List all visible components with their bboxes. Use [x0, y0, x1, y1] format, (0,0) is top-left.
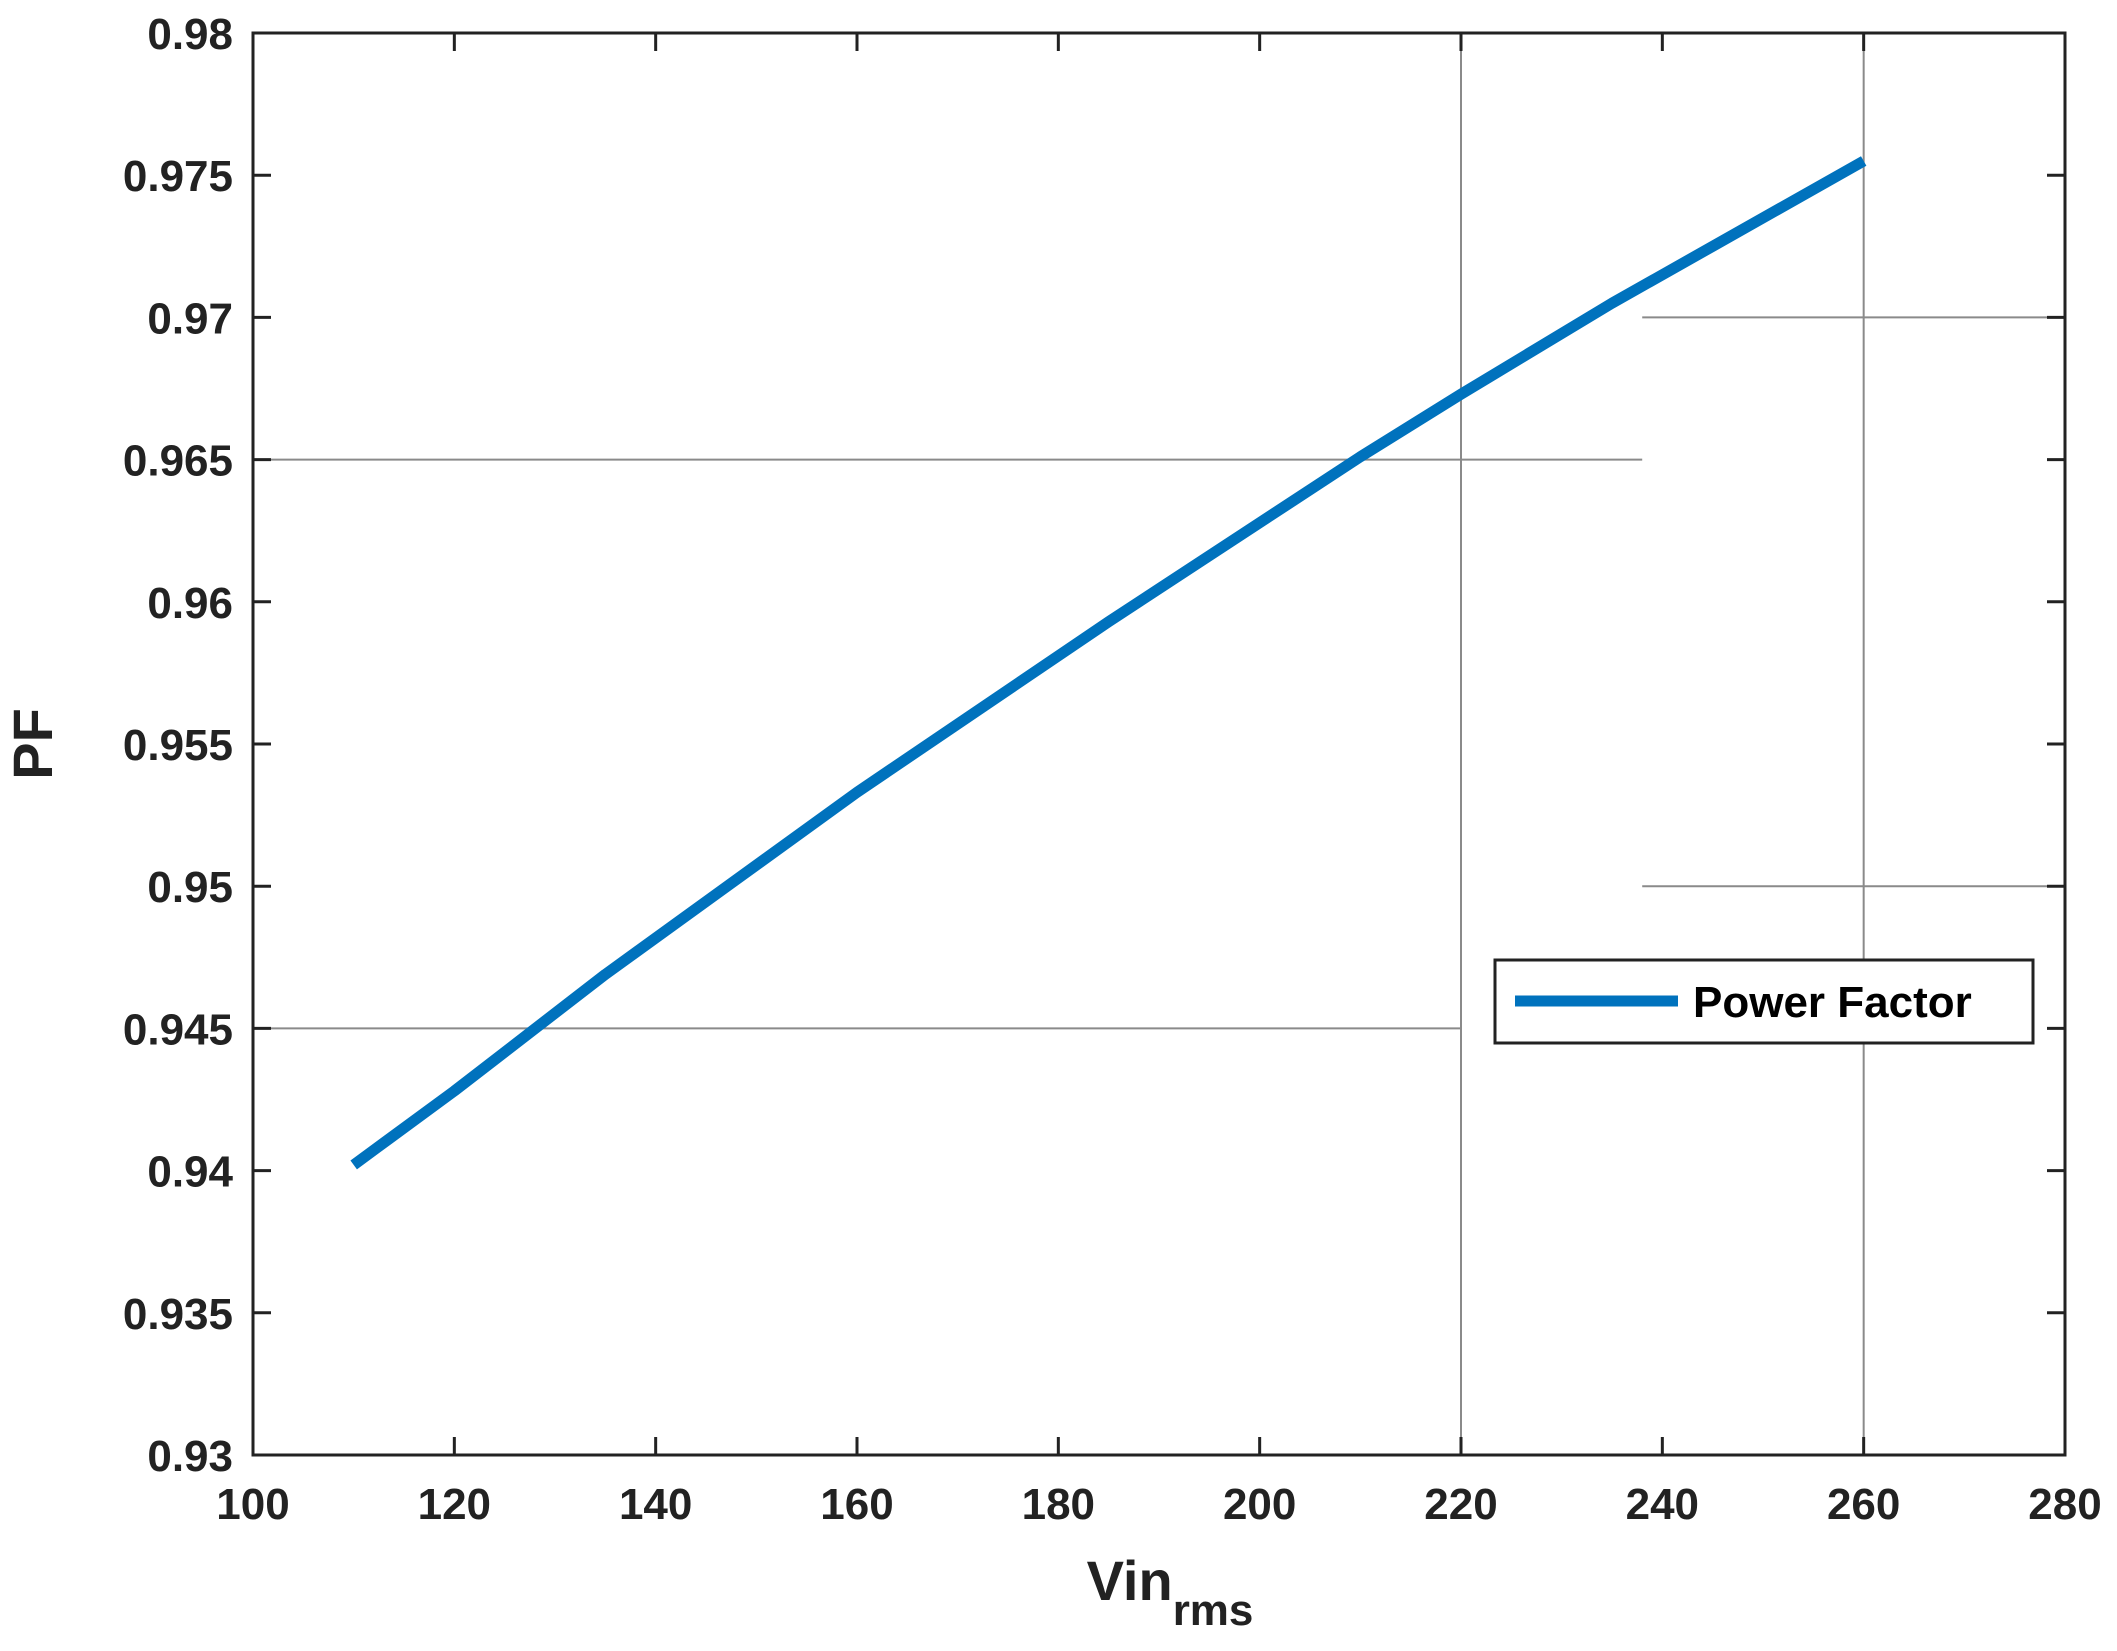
- y-tick-label: 0.945: [123, 1005, 233, 1054]
- x-axis-label-subscript: rms: [1173, 1586, 1254, 1635]
- x-tick-label: 260: [1827, 1480, 1900, 1529]
- axis-ticks: [251, 31, 2067, 1457]
- legend-label: Power Factor: [1693, 978, 1972, 1027]
- y-tick-label: 0.93: [147, 1432, 233, 1481]
- x-tick-label: 140: [619, 1480, 692, 1529]
- y-axis-label: PF: [1, 708, 64, 780]
- y-tick-label: 0.96: [147, 579, 233, 628]
- x-tick-label: 200: [1223, 1480, 1296, 1529]
- y-tick-label: 0.97: [147, 294, 233, 343]
- x-axis-label-main: Vin: [1087, 1549, 1173, 1612]
- series-layer: [350, 156, 1867, 1170]
- y-tick-label: 0.98: [147, 10, 233, 59]
- x-axis-label: Vinrms: [1087, 1549, 1254, 1635]
- y-tick-label: 0.965: [123, 437, 233, 486]
- y-tick-labels: 0.93 0.935 0.94 0.945 0.95 0.955 0.96 0.965 0.97…: [123, 10, 234, 1481]
- y-tick-label: 0.955: [123, 721, 233, 770]
- x-tick-label: 240: [1626, 1480, 1699, 1529]
- y-tick-label: 0.95: [147, 863, 233, 912]
- y-tick-label: 0.935: [123, 1290, 233, 1339]
- x-tick-label: 100: [216, 1480, 289, 1529]
- x-tick-label: 180: [1022, 1480, 1095, 1529]
- x-tick-labels: 100 120 140 160 180 200 220 240 260 280: [216, 1480, 2101, 1529]
- series-line-power-factor: [350, 156, 1867, 1170]
- legend: Power Factor: [1493, 958, 2035, 1045]
- y-tick-label: 0.975: [123, 152, 233, 201]
- grid-lines: [253, 33, 2065, 1455]
- x-tick-label: 120: [418, 1480, 491, 1529]
- x-tick-label: 160: [820, 1480, 893, 1529]
- y-tick-label: 0.94: [147, 1148, 233, 1197]
- x-tick-label: 220: [1424, 1480, 1497, 1529]
- x-tick-label: 280: [2028, 1480, 2101, 1529]
